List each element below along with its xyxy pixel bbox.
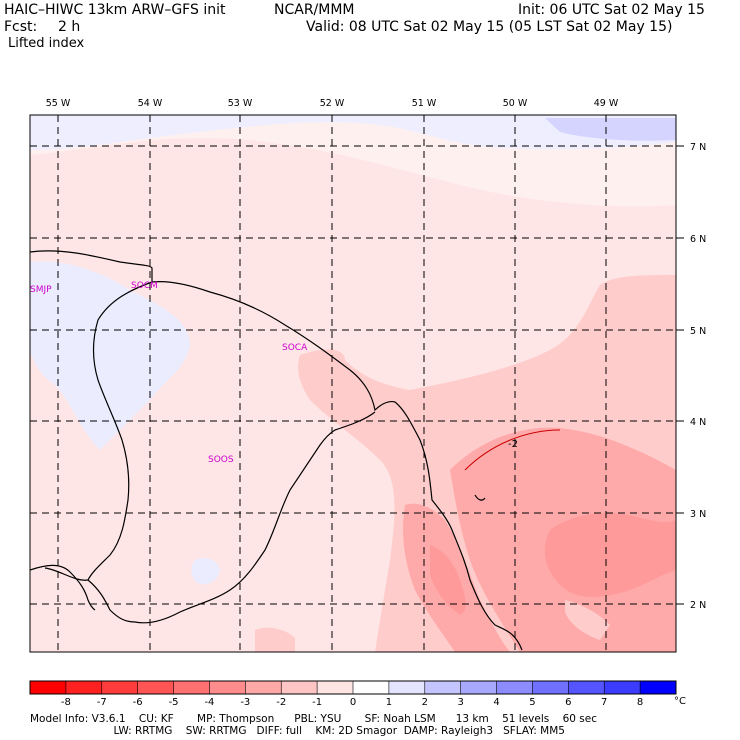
colorbar-swatch [281,681,318,694]
lat-label: 6 N [690,234,706,245]
colorbar-ticks: -8 -7 -6 -5 -4 -3 -2 -1 0 1 2 3 4 5 6 7 8 [61,697,643,708]
colorbar-tick-label: -6 [133,697,143,708]
colorbar-tick-label: -4 [204,697,214,708]
colorbar-tick-label: 2 [422,697,428,708]
colorbar-unit: °C [674,696,686,707]
colorbar-swatch [30,681,67,694]
colorbar-swatch [532,681,569,694]
colorbar-tick-label: -3 [240,697,250,708]
center-name: NCAR/MMM [274,2,355,18]
colorbar-tick-label: 8 [637,697,643,708]
colorbar-swatch [496,681,533,694]
colorbar-tick-label: 7 [601,697,607,708]
colorbar-swatch [388,681,426,694]
lat-label: 7 N [690,142,706,153]
lon-label: 52 W [320,98,345,109]
colorbar-tick-label: 6 [565,697,571,708]
lon-label: 54 W [138,98,163,109]
colorbar-tick-label: -2 [276,697,286,708]
colorbar-swatch [317,681,354,694]
lat-label: 5 N [690,326,706,337]
model-info-line2: LW: RRTMG SW: RRTMG DIFF: full KM: 2D Sm… [30,725,565,737]
colorbar-tick-label: -8 [61,697,71,708]
colorbar-swatch [65,681,103,694]
forecast-label: Fcst: [4,19,38,35]
colorbar-tick-label: 1 [386,697,392,708]
lat-labels: 7 N 6 N 5 N 4 N 3 N 2 N [690,142,706,611]
coastlines [30,250,523,651]
model-info-line1: Model Info: V3.6.1 CU: KF MP: Thompson P… [30,713,597,725]
lon-label: 49 W [594,98,619,109]
shaded-field [30,115,676,652]
forecast-hour: 2 h [58,19,81,35]
colorbar-swatch [640,681,677,694]
colorbar-swatch [137,681,175,694]
graticule [30,115,676,652]
colorbar-swatch [568,681,605,694]
colorbar-swatch [245,681,282,694]
station-label: SMJP [30,285,52,295]
colorbar-swatch [424,681,462,694]
init-time: Init: 06 UTC Sat 02 May 15 [518,2,705,18]
contour-label: -2 [508,439,518,450]
lat-label: 3 N [690,509,706,520]
colorbar-swatch [460,681,498,694]
colorbar-tick-label: -1 [312,697,322,708]
colorbar-swatch [209,681,246,694]
colorbar-swatch [173,681,210,694]
model-title: HAIC–HIWC 13km ARW–GFS init [4,2,226,18]
colorbar [29,680,677,695]
lat-ticks [676,145,684,605]
valid-time: Valid: 08 UTC Sat 02 May 15 (05 LST Sat … [306,19,673,35]
colorbar-tick-label: -7 [97,697,107,708]
stations: SMJP SOCM SOCA SOOS [30,281,308,465]
lon-label: 55 W [46,98,71,109]
lon-label: 50 W [503,98,528,109]
colorbar-swatch [353,681,390,694]
colorbar-tick-label: -5 [169,697,179,708]
colorbar-swatch [604,681,641,694]
contour-minus-2 [464,429,561,471]
colorbar-tick-label: 5 [529,697,535,708]
colorbar-tick-label: 4 [493,697,499,708]
colorbar-swatch [101,681,139,694]
station-label: SOOS [208,455,234,465]
lon-label: 51 W [412,98,437,109]
field-name: Lifted index [8,36,85,51]
lon-labels: 55 W 54 W 53 W 52 W 51 W 50 W 49 W [46,98,619,109]
lat-label: 4 N [690,417,706,428]
station-label: SOCA [282,343,308,353]
lat-label: 2 N [690,600,706,611]
colorbar-tick-label: 3 [457,697,463,708]
station-label: SOCM [131,281,158,291]
map-frame [29,114,677,653]
colorbar-tick-label: 0 [350,697,356,708]
lon-label: 53 W [228,98,253,109]
